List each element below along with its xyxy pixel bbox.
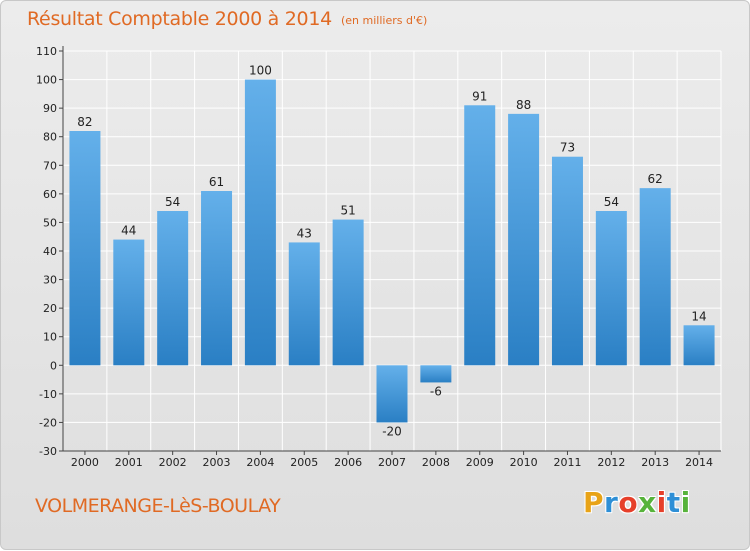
value-label: 62: [648, 172, 663, 186]
bar-2000: [69, 131, 101, 366]
value-label: 54: [165, 195, 180, 209]
bars: [69, 79, 715, 423]
bar-2005: [288, 242, 320, 366]
logo-letter: P: [583, 486, 605, 519]
x-tick-label: 2010: [510, 456, 538, 469]
chart-unit: (en milliers d'€): [341, 14, 428, 27]
x-tick-label: 2001: [115, 456, 143, 469]
bar-2011: [551, 156, 583, 366]
axes: [59, 46, 721, 455]
value-label: 44: [121, 224, 136, 238]
value-label: -20: [382, 424, 402, 438]
x-tick-label: 2013: [641, 456, 669, 469]
logo-letter: i: [680, 486, 691, 519]
x-tick-label: 2012: [597, 456, 625, 469]
logo-letter: i: [656, 486, 667, 519]
y-tick-label: 60: [43, 188, 57, 201]
y-tick-label: 70: [43, 159, 57, 172]
value-label: 51: [340, 204, 355, 218]
value-label: 14: [691, 309, 706, 323]
x-tick-label: 2004: [246, 456, 274, 469]
x-tick-label: 2014: [685, 456, 713, 469]
x-tick-label: 2009: [466, 456, 494, 469]
bar-2013: [639, 188, 671, 366]
proxiti-logo: Proxiti: [583, 486, 691, 519]
bar-2006: [332, 219, 364, 366]
x-tick-label: 2007: [378, 456, 406, 469]
x-tick-label: 2008: [422, 456, 450, 469]
bar-2001: [113, 239, 145, 366]
bar-2007: [376, 365, 408, 423]
logo-letter: x: [638, 486, 657, 519]
bar-2003: [201, 191, 233, 366]
logo-letter: r: [604, 486, 619, 519]
y-tick-label: 30: [43, 274, 57, 287]
logo-letter: o: [618, 486, 639, 519]
logo-letter: t: [666, 486, 681, 519]
commune-name: VOLMERANGE-LèS-BOULAY: [35, 495, 281, 517]
value-label: 73: [560, 141, 575, 155]
x-tick-label: 2000: [71, 456, 99, 469]
bar-2010: [508, 113, 540, 366]
x-tick-label: 2002: [159, 456, 187, 469]
bar-2004: [244, 79, 276, 366]
y-tick-label: 20: [43, 302, 57, 315]
value-label: 82: [77, 115, 92, 129]
bar-2008: [420, 365, 452, 383]
bar-2002: [157, 211, 189, 366]
y-tick-label: -20: [39, 416, 57, 429]
value-label: 61: [209, 175, 224, 189]
bar-2012: [595, 211, 627, 366]
value-label: 100: [249, 64, 272, 78]
y-tick-label: -10: [39, 388, 57, 401]
x-tick-label: 2005: [290, 456, 318, 469]
labels: -30 -20 -10 0 10 20 30 40 50 60 70 80 90 100 110 82 2000…: [36, 45, 713, 469]
y-tick-label: 50: [43, 216, 57, 229]
bar-2009: [464, 105, 496, 366]
y-tick-label: 0: [50, 359, 57, 372]
value-label: 91: [472, 89, 487, 103]
x-tick-label: 2003: [203, 456, 231, 469]
y-tick-label: 80: [43, 131, 57, 144]
y-tick-label: 90: [43, 102, 57, 115]
y-tick-label: 100: [36, 74, 57, 87]
y-tick-label: -30: [39, 445, 57, 458]
value-label: 43: [297, 226, 312, 240]
y-tick-label: 110: [36, 45, 57, 58]
value-label: 54: [604, 195, 619, 209]
x-tick-label: 2011: [553, 456, 581, 469]
chart-title: Résultat Comptable 2000 à 2014: [27, 8, 332, 30]
y-tick-label: 10: [43, 331, 57, 344]
x-tick-label: 2006: [334, 456, 362, 469]
value-label: 88: [516, 98, 531, 112]
y-tick-label: 40: [43, 245, 57, 258]
value-label: -6: [430, 384, 442, 398]
bar-2014: [683, 325, 715, 366]
